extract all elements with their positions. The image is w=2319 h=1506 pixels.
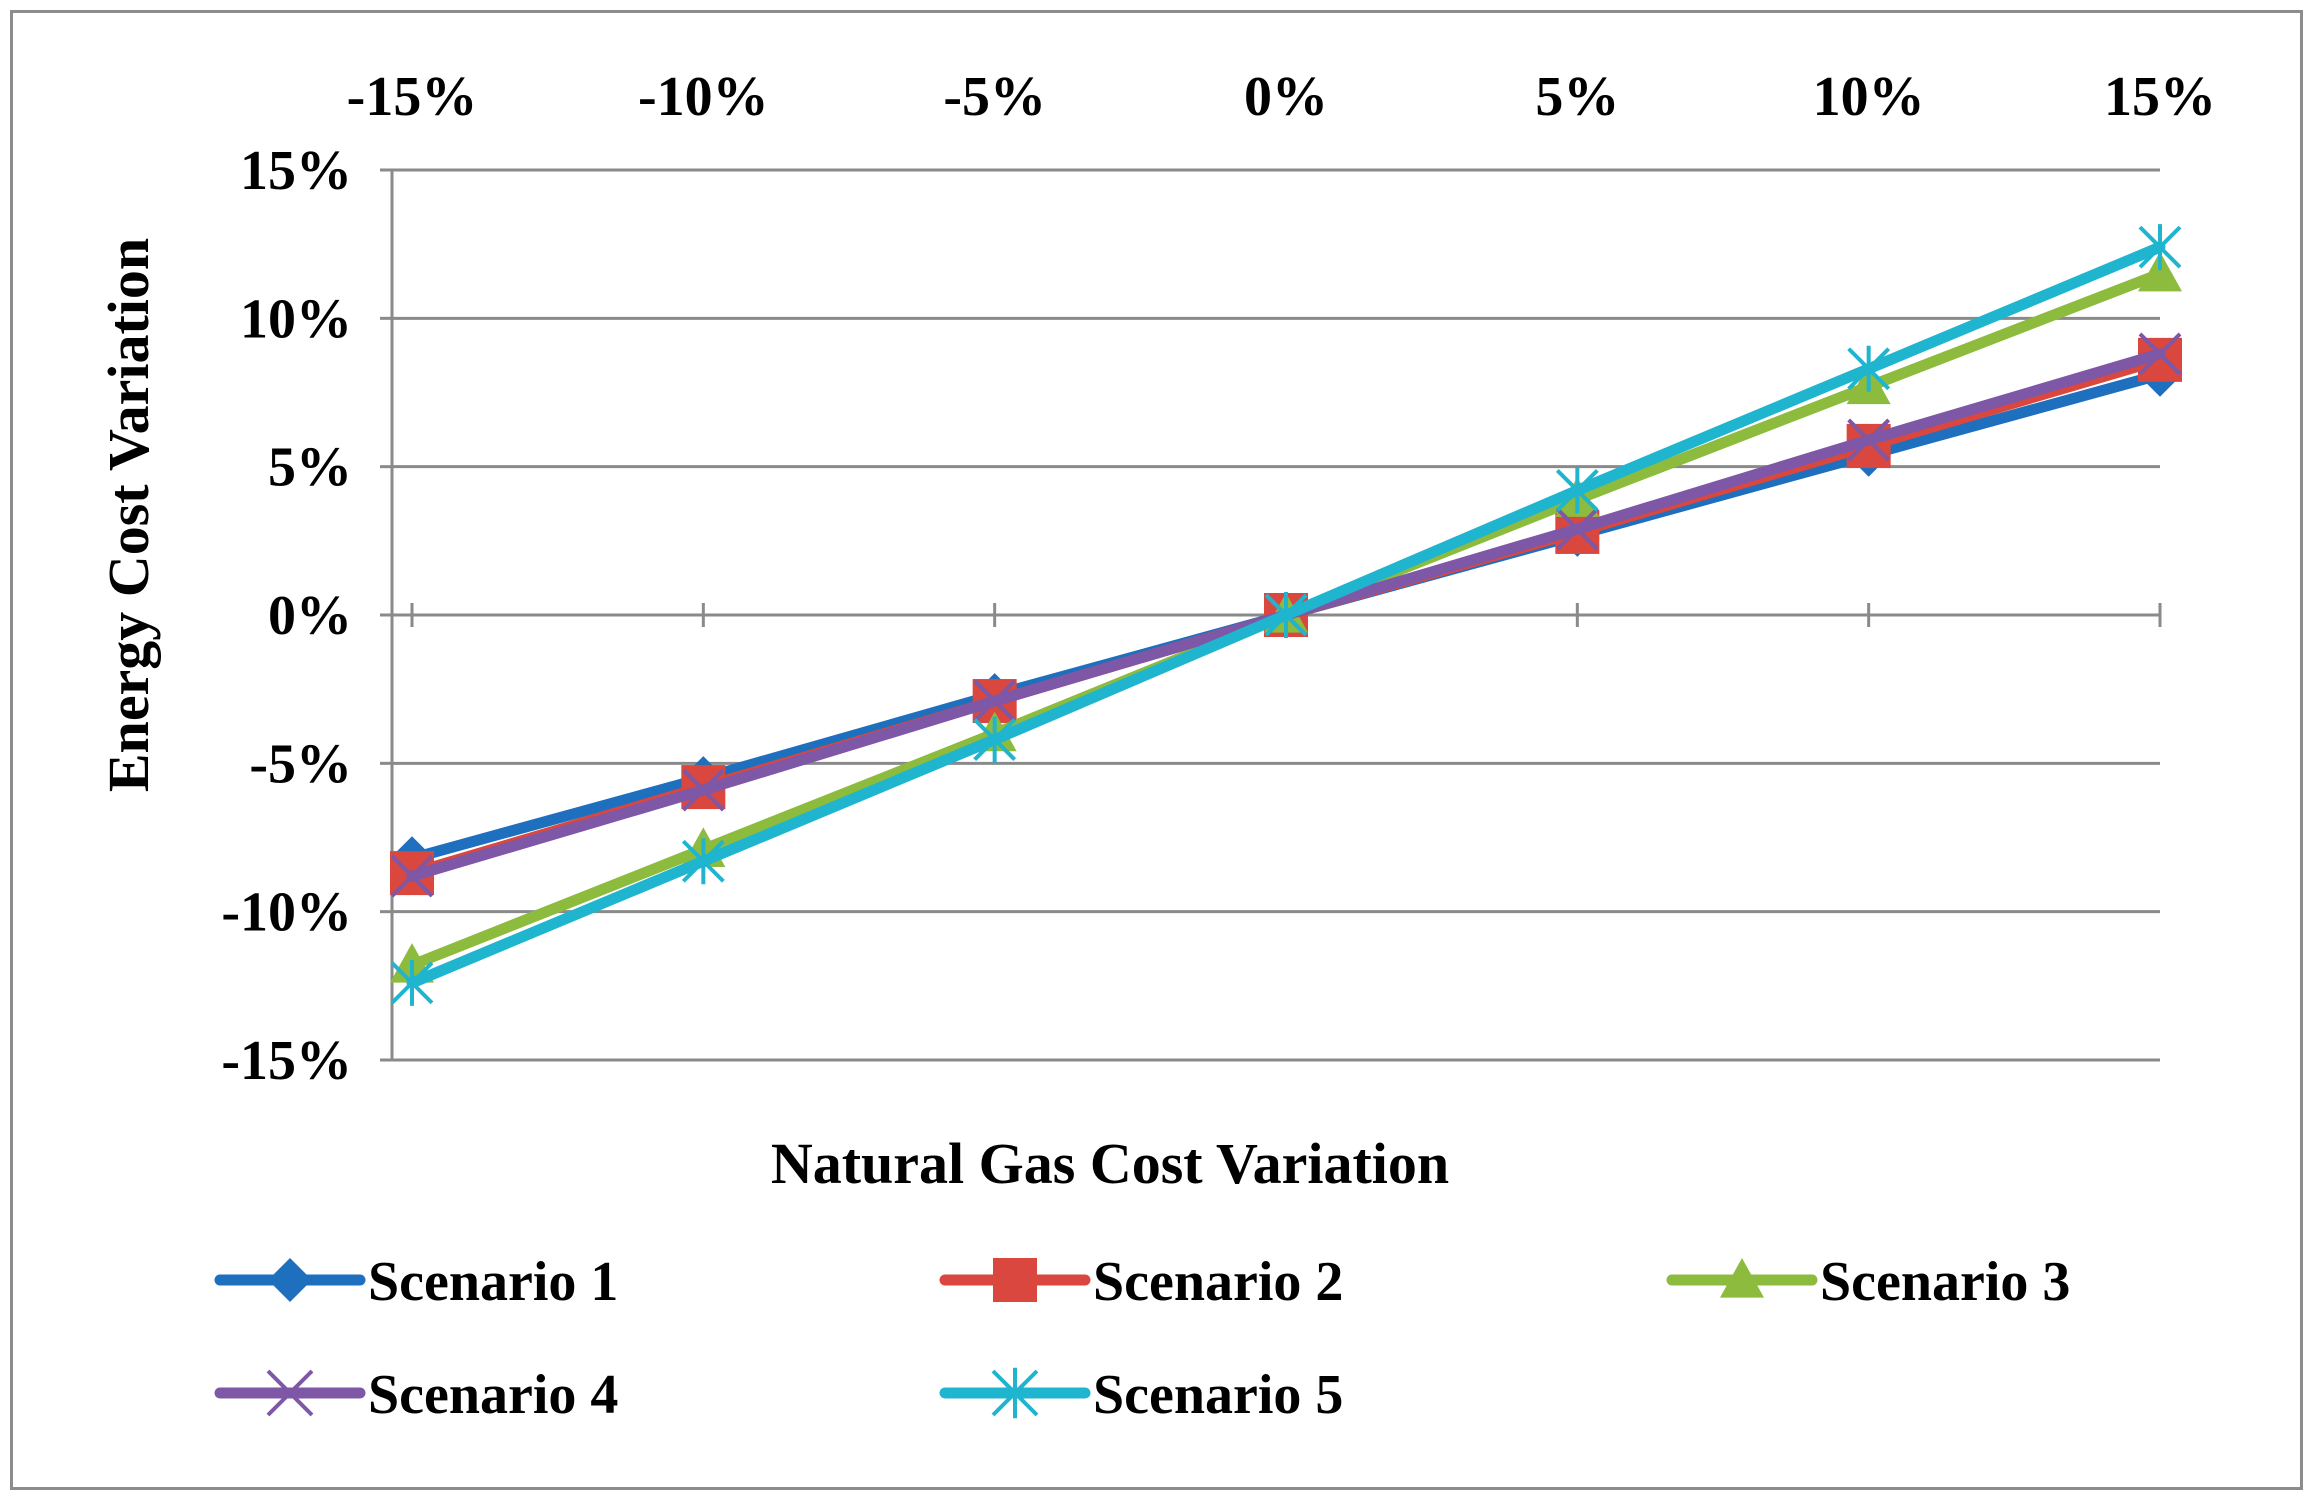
y-tick-label: 10% [240,288,352,350]
legend-item: Scenario 4 [214,1364,618,1426]
x-axis-title: Natural Gas Cost Variation [771,1131,1449,1196]
legend-marker [266,1369,314,1417]
data-point [973,679,1017,723]
data-point [1264,592,1308,638]
x-tick-label: 5% [1535,66,1619,128]
y-tick-label: -15% [221,1030,352,1092]
data-point [1847,345,1891,392]
x-tick-label: 0% [1244,66,1328,128]
data-point [1847,418,1891,462]
data-point [681,768,725,812]
y-axis-title: Energy Cost Variation [96,238,161,792]
legend: Scenario 1 Scenario 2 Scenario 3 Scenario 4… [214,1251,2070,1426]
legend-label: Scenario 2 [1093,1251,1343,1313]
legend-item: Scenario 2 [939,1251,1343,1313]
data-point [1555,467,1599,514]
data-point [2138,332,2182,376]
data-point [1555,507,1599,551]
y-tick-label: 15% [240,140,352,202]
legend-label: Scenario 1 [368,1251,618,1313]
x-tick-label: -10% [638,66,769,128]
data-point [390,854,434,898]
legend-marker [993,1258,1037,1302]
series-lines [390,224,2182,1006]
legend-label: Scenario 4 [368,1364,618,1426]
legend-marker [991,1367,1039,1419]
y-tick-label: 5% [268,437,352,499]
y-tick-label: -10% [221,882,352,944]
legend-item: Scenario 1 [214,1251,618,1313]
y-tick-labels: 15% 10% 5% 0% -5% -10% -15% [221,140,352,1092]
legend-marker [1720,1258,1764,1298]
data-point [2138,224,2182,271]
x-tick-labels: -15% -10% -5% 0% 5% 10% 15% [347,66,2216,128]
legend-label: Scenario 3 [1820,1251,2070,1313]
legend-item: Scenario 3 [1666,1251,2070,1313]
y-tick-label: 0% [268,585,352,647]
legend-label: Scenario 5 [1093,1364,1343,1426]
y-tick-label: -5% [249,733,352,795]
legend-marker [268,1258,312,1302]
x-tick-label: -15% [347,66,478,128]
data-point [973,716,1017,763]
data-point [2138,251,2182,292]
data-point [390,959,434,1006]
x-tick-label: 15% [2104,66,2216,128]
x-tick-label: -5% [943,66,1046,128]
series-scenario-5 [390,224,2182,1006]
data-point [681,838,725,885]
x-tick-label: 10% [1813,66,1925,128]
legend-item: Scenario 5 [939,1364,1343,1426]
